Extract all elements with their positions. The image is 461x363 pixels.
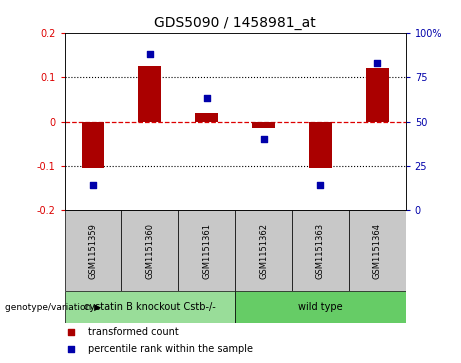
Text: GSM1151364: GSM1151364 xyxy=(373,223,382,279)
Bar xyxy=(178,210,235,291)
Point xyxy=(146,51,154,57)
Text: percentile rank within the sample: percentile rank within the sample xyxy=(89,344,254,354)
Bar xyxy=(366,68,389,122)
Point xyxy=(89,183,97,188)
Text: GSM1151361: GSM1151361 xyxy=(202,223,211,279)
Bar xyxy=(65,210,121,291)
Text: GSM1151359: GSM1151359 xyxy=(89,223,97,279)
Text: transformed count: transformed count xyxy=(89,326,179,337)
Text: cystatin B knockout Cstb-/-: cystatin B knockout Cstb-/- xyxy=(84,302,216,312)
Bar xyxy=(252,122,275,128)
Point xyxy=(317,183,324,188)
Bar xyxy=(292,210,349,291)
Point xyxy=(68,329,75,334)
Bar xyxy=(65,291,235,323)
Bar xyxy=(235,291,406,323)
Point xyxy=(68,346,75,352)
Point xyxy=(260,136,267,142)
Point xyxy=(203,95,210,101)
Text: wild type: wild type xyxy=(298,302,343,312)
Text: GSM1151360: GSM1151360 xyxy=(145,223,154,279)
Bar xyxy=(195,113,218,122)
Bar xyxy=(82,122,104,168)
Bar xyxy=(309,122,332,168)
Text: GSM1151362: GSM1151362 xyxy=(259,223,268,279)
Bar xyxy=(235,210,292,291)
Bar xyxy=(138,66,161,122)
Text: GSM1151363: GSM1151363 xyxy=(316,223,325,279)
Point xyxy=(373,60,381,66)
Bar xyxy=(121,210,178,291)
Bar xyxy=(349,210,406,291)
Text: genotype/variation ▶: genotype/variation ▶ xyxy=(5,303,100,312)
Title: GDS5090 / 1458981_at: GDS5090 / 1458981_at xyxy=(154,16,316,30)
